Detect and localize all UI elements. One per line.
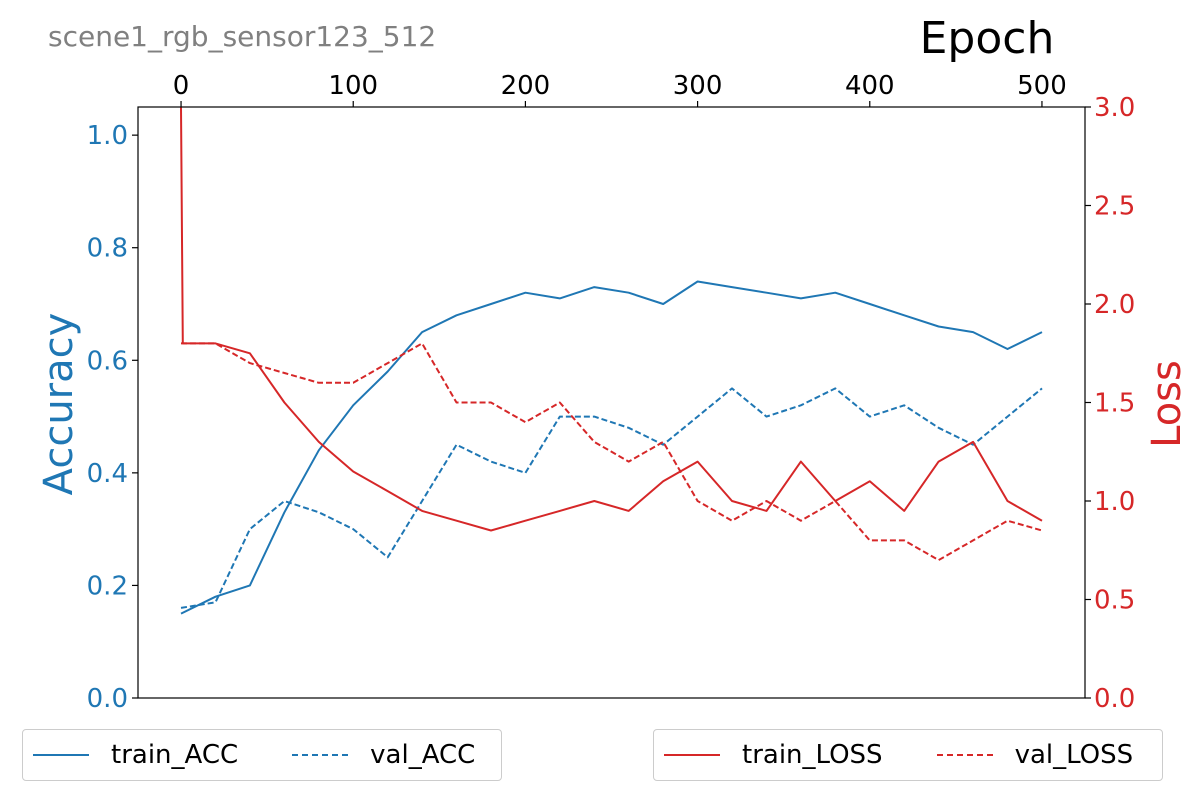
- y-right-tick-label: 2.0: [1094, 290, 1135, 320]
- y-right-tick-label: 0.5: [1094, 586, 1135, 616]
- y-left-tick-label: 1.0: [87, 121, 128, 151]
- legend-item-train-acc: train_ACC: [33, 740, 238, 770]
- legend-label-val-acc: val_ACC: [370, 740, 476, 770]
- x-tick-label: 200: [501, 71, 551, 101]
- legend-item-train-loss: train_LOSS: [664, 740, 883, 770]
- legend-label-val-loss: val_LOSS: [1014, 740, 1134, 770]
- series-line-val-acc: [180, 387, 1043, 609]
- y-left-tick-label: 0.6: [87, 346, 128, 376]
- plot-lines: [180, 106, 1043, 615]
- y-right-tick-label: 1.0: [1094, 487, 1135, 517]
- legend-label-train-acc: train_ACC: [111, 740, 239, 770]
- x-tick-label: 100: [328, 71, 378, 101]
- x-tick-label: 400: [845, 71, 895, 101]
- series-line-train-loss: [180, 106, 1043, 532]
- y-left-tick-label: 0.4: [87, 459, 128, 489]
- legend-accuracy: train_ACC val_ACC: [22, 729, 502, 781]
- x-tick-label: 0: [173, 71, 190, 101]
- y-right-tick-label: 2.5: [1094, 192, 1135, 222]
- y-right-tick-label: 1.5: [1094, 389, 1135, 419]
- y-left-tick-label: 0.8: [87, 234, 128, 264]
- chart-title: scene1_rgb_sensor123_512: [48, 20, 436, 53]
- x-tick-label: 500: [1017, 71, 1067, 101]
- y-axis-left-label: Accuracy: [36, 313, 82, 496]
- axis-ticks: 0 100 200 300 400 500 0.0 0.2 0.4 0.6 0.8 1.0 0.0 0.5…: [87, 71, 1136, 714]
- legend-item-val-loss: val_LOSS: [936, 740, 1134, 770]
- series-line-train-acc: [180, 280, 1043, 615]
- legend-swatch-val-acc: [292, 754, 349, 756]
- series-line-val-loss: [181, 342, 1043, 562]
- x-tick-label: 300: [673, 71, 723, 101]
- legend-swatch-train-loss: [664, 754, 720, 756]
- legend-swatch-train-acc: [33, 754, 89, 756]
- y-axis-right-label: Loss: [1144, 360, 1190, 448]
- x-axis-label: Epoch: [920, 13, 1055, 64]
- y-right-tick-label: 0.0: [1094, 684, 1135, 714]
- y-right-tick-label: 3.0: [1094, 93, 1135, 123]
- legend-swatch-val-loss: [936, 754, 993, 756]
- legend-loss: train_LOSS val_LOSS: [653, 729, 1163, 781]
- legend-item-val-acc: val_ACC: [292, 740, 475, 770]
- plot-frame: [137, 106, 1086, 699]
- y-left-tick-label: 0.2: [87, 571, 128, 601]
- legend-label-train-loss: train_LOSS: [742, 740, 883, 770]
- y-left-tick-label: 0.0: [87, 684, 128, 714]
